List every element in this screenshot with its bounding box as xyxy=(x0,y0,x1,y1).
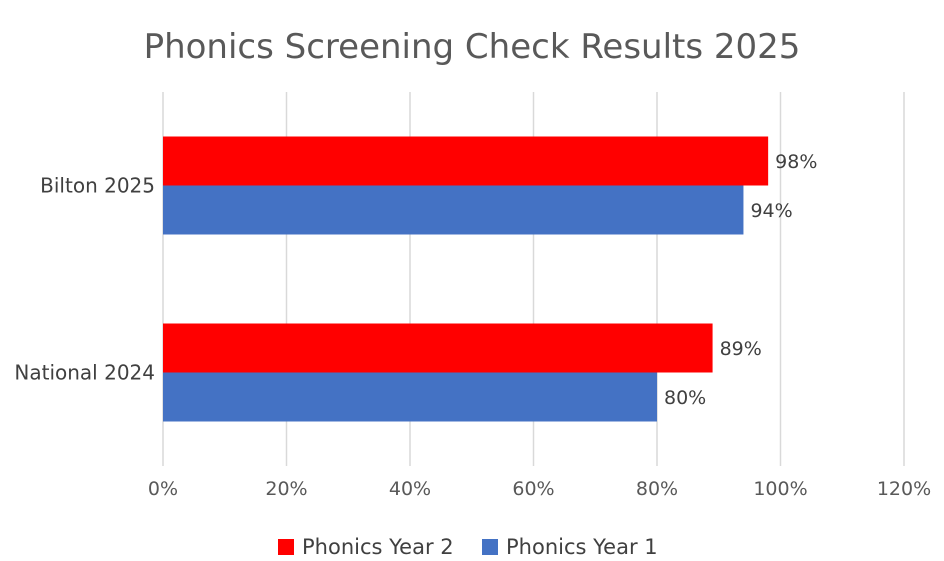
data-labels: 98% 94% 89% 80% xyxy=(664,151,817,409)
data-label: 98% xyxy=(775,151,817,173)
x-tick-label: 20% xyxy=(265,478,307,500)
bar xyxy=(163,323,713,373)
bars xyxy=(163,136,769,422)
data-label: 94% xyxy=(750,200,792,222)
x-tick-labels: 0% 20% 40% 60% 80% 100% 120% xyxy=(148,478,931,500)
x-tick-label: 80% xyxy=(636,478,678,500)
x-tick-label: 0% xyxy=(148,478,178,500)
legend-swatch xyxy=(278,539,294,555)
x-tick-label: 120% xyxy=(877,478,931,500)
x-tick-label: 60% xyxy=(512,478,554,500)
category-labels: Bilton 2025 National 2024 xyxy=(14,174,155,385)
data-label: 80% xyxy=(664,387,706,409)
bar xyxy=(163,185,744,235)
chart-title: Phonics Screening Check Results 2025 xyxy=(144,27,801,67)
category-label: National 2024 xyxy=(14,361,155,385)
data-label: 89% xyxy=(720,338,762,360)
x-tick-label: 100% xyxy=(753,478,807,500)
category-label: Bilton 2025 xyxy=(40,174,155,198)
legend-label: Phonics Year 1 xyxy=(506,535,658,559)
x-tick-label: 40% xyxy=(389,478,431,500)
legend-swatch xyxy=(482,539,498,555)
legend: Phonics Year 2 Phonics Year 1 xyxy=(278,535,658,559)
legend-label: Phonics Year 2 xyxy=(302,535,454,559)
bar xyxy=(163,372,657,422)
bar xyxy=(163,136,769,186)
